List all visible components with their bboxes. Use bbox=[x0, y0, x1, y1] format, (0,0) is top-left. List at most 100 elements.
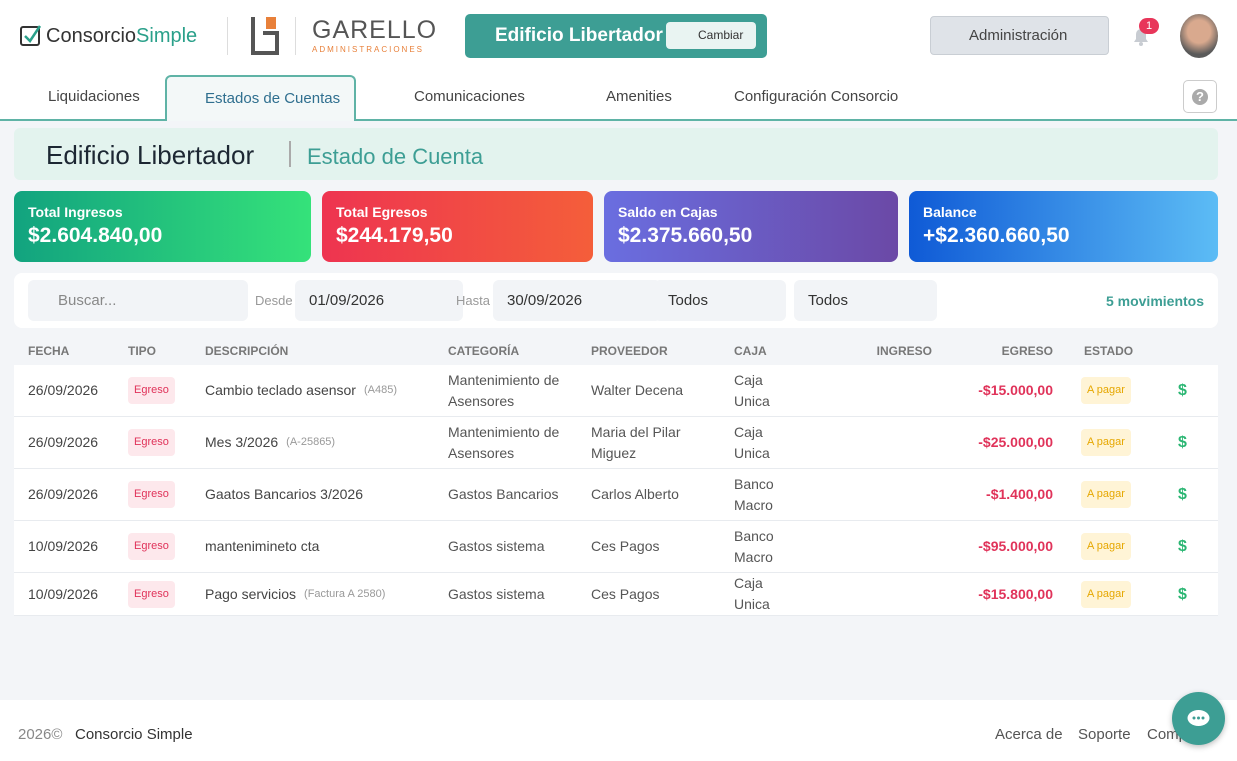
category-cell: Gastos sistema bbox=[448, 585, 545, 602]
nav-tab[interactable]: Amenities bbox=[572, 73, 686, 121]
tab-label: Estados de Cuentas bbox=[205, 90, 341, 107]
nav-tab[interactable]: Estados de Cuentas bbox=[165, 75, 357, 121]
table-row[interactable]: 10/09/2026 Egreso mantenimineto cta Gastos … bbox=[14, 521, 1218, 573]
nav-bar: ? Liquidaciones Estados de Cuentas Comunic… bbox=[0, 73, 1237, 121]
table-row[interactable]: 10/09/2026 Egreso Pago servicios (Factura A… bbox=[14, 573, 1218, 616]
card-value: $2.375.660,50 bbox=[618, 224, 753, 247]
status-cell: A pagar bbox=[1081, 469, 1131, 520]
tab-label: Comunicaciones bbox=[414, 88, 525, 105]
column-header: FECHA bbox=[28, 344, 70, 358]
type-cell: Egreso bbox=[128, 469, 175, 520]
status-badge: A pagar bbox=[1081, 377, 1131, 404]
date-cell: 10/09/2026 bbox=[28, 585, 99, 602]
type-select[interactable]: Todos bbox=[654, 280, 786, 321]
avatar[interactable] bbox=[1180, 14, 1218, 58]
nav-tab[interactable]: Comunicaciones bbox=[380, 73, 539, 121]
column-header: ESTADO bbox=[1084, 344, 1134, 358]
search-input[interactable]: Buscar... bbox=[28, 280, 248, 321]
reference: (A-25865) bbox=[286, 436, 336, 448]
card-value: $244.179,50 bbox=[336, 224, 453, 247]
table-row[interactable]: 26/09/2026 Egreso Cambio teclado asensor (A… bbox=[14, 365, 1218, 417]
cash-cell: Caja Unica bbox=[734, 423, 770, 461]
logo-part: Consorcio bbox=[46, 25, 137, 47]
status-select[interactable]: Todos bbox=[794, 280, 937, 321]
logo-icon bbox=[20, 25, 42, 46]
to-date[interactable]: 30/09/2026 bbox=[493, 280, 661, 321]
expense-cell: -$15.000,00 bbox=[978, 382, 1053, 398]
type-badge: Egreso bbox=[128, 481, 175, 508]
column-header: EGRESO bbox=[1001, 344, 1053, 358]
footer-link[interactable]: Soporte bbox=[1078, 726, 1131, 743]
pay-action[interactable]: $ bbox=[1178, 382, 1187, 399]
page-title: Edificio Libertador bbox=[46, 140, 255, 170]
status-cell: A pagar bbox=[1081, 365, 1131, 416]
expense-cell: -$15.800,00 bbox=[978, 585, 1053, 602]
card-label: Balance bbox=[923, 204, 977, 220]
switch-button[interactable]: Cambiar bbox=[666, 22, 756, 49]
tab-label: Configuración Consorcio bbox=[734, 88, 899, 105]
filter-bar: Buscar... Desde 01/09/2026 Hasta 30/09/2… bbox=[14, 273, 1218, 328]
admin-menu[interactable]: Administración bbox=[930, 16, 1109, 55]
date-cell: 26/09/2026 bbox=[28, 486, 99, 502]
reference: (A485) bbox=[363, 384, 398, 396]
notification-badge: 1 bbox=[1139, 18, 1159, 34]
help-button[interactable]: ? bbox=[1183, 80, 1217, 113]
expense-cell: -$95.000,00 bbox=[978, 538, 1053, 554]
footer-link[interactable]: Acerca de bbox=[995, 726, 1063, 743]
from-date[interactable]: 01/09/2026 bbox=[295, 280, 463, 321]
summary-card: Saldo en Cajas $2.375.660,50 bbox=[604, 191, 898, 262]
pay-action[interactable]: $ bbox=[1178, 434, 1187, 451]
footer-year: 2026© bbox=[18, 726, 63, 743]
nav-tab[interactable]: Configuración Consorcio bbox=[700, 73, 912, 121]
status-badge: A pagar bbox=[1081, 580, 1131, 608]
tab-label: Amenities bbox=[606, 88, 672, 105]
nav-tab[interactable]: Liquidaciones bbox=[14, 73, 154, 121]
status-cell: A pagar bbox=[1081, 573, 1131, 615]
table-row[interactable]: 26/09/2026 Egreso Gaatos Bancarios 3/2026 G… bbox=[14, 469, 1218, 521]
chat-button[interactable] bbox=[1172, 692, 1225, 745]
expense-cell: -$1.400,00 bbox=[986, 486, 1053, 502]
column-header: INGRESO bbox=[876, 344, 932, 358]
cash-cell: Caja Unica bbox=[734, 371, 770, 409]
status-cell: A pagar bbox=[1081, 521, 1131, 572]
card-label: Saldo en Cajas bbox=[618, 204, 718, 220]
company-icon bbox=[251, 17, 279, 55]
pay-action[interactable]: $ bbox=[1178, 585, 1187, 603]
description: mantenimineto cta bbox=[205, 538, 320, 554]
type-badge: Egreso bbox=[128, 377, 175, 404]
summary-card: Balance +$2.360.660,50 bbox=[909, 191, 1218, 262]
logo-part: Simple bbox=[136, 25, 198, 47]
category-cell: Mantenimiento de Asensores bbox=[448, 423, 560, 461]
column-header: DESCRIPCIÓN bbox=[205, 344, 289, 358]
date-cell: 26/09/2026 bbox=[28, 382, 99, 398]
description-cell: Cambio teclado asensor (A485) bbox=[205, 365, 397, 416]
category-cell: Gastos sistema bbox=[448, 538, 545, 554]
from-label: Desde bbox=[255, 293, 293, 308]
footer: 2026© Consorcio Simple Acerca de Soporte… bbox=[0, 700, 1237, 761]
pay-action[interactable]: $ bbox=[1178, 538, 1187, 555]
cash-cell: Banco Macro bbox=[734, 527, 774, 565]
description-cell: Gaatos Bancarios 3/2026 bbox=[205, 469, 363, 520]
type-badge: Egreso bbox=[128, 533, 175, 560]
summary-card: Total Ingresos $2.604.840,00 bbox=[14, 191, 311, 262]
cash-cell: Banco Macro bbox=[734, 475, 774, 513]
help-icon: ? bbox=[1192, 89, 1208, 105]
type-badge: Egreso bbox=[128, 580, 175, 608]
result-count: 5 movimientos bbox=[1105, 293, 1204, 309]
tab-label: Liquidaciones bbox=[48, 88, 140, 105]
description: Cambio teclado asensor bbox=[205, 382, 356, 398]
type-cell: Egreso bbox=[128, 365, 175, 416]
description-cell: Pago servicios (Factura A 2580) bbox=[205, 573, 385, 615]
to-label: Hasta bbox=[456, 293, 490, 308]
column-header: CAJA bbox=[734, 344, 767, 358]
table-row[interactable]: 26/09/2026 Egreso Mes 3/2026 (A-25865) Mante… bbox=[14, 417, 1218, 469]
building-name: Edificio Libertador bbox=[495, 25, 663, 46]
reference: (Factura A 2580) bbox=[304, 587, 386, 600]
logo-text: ConsorcioSimple bbox=[46, 25, 197, 48]
card-label: Total Ingresos bbox=[28, 204, 123, 220]
supplier-cell: Maria del Pilar Miguez bbox=[591, 423, 681, 461]
pay-action[interactable]: $ bbox=[1178, 486, 1187, 503]
description-cell: Mes 3/2026 (A-25865) bbox=[205, 417, 335, 468]
status-badge: A pagar bbox=[1081, 481, 1131, 508]
